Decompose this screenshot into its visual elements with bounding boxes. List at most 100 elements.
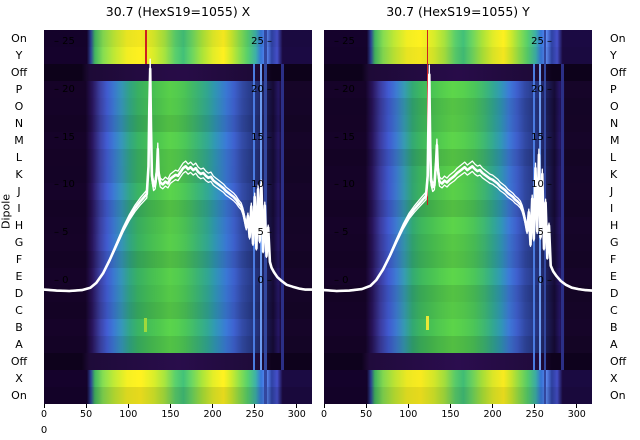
y-tick-label-right: 5 – [257, 227, 272, 239]
dipole-label-m: M [14, 134, 24, 147]
dipole-label-l: L [610, 151, 617, 164]
heatmap-row-e [324, 268, 592, 285]
dipole-label-on: On [11, 389, 27, 402]
dipole-label-i: I [610, 202, 614, 215]
x-tick-label: 150 [441, 409, 460, 420]
x-tick-label: 0 [40, 409, 48, 420]
heatmap-row-g [324, 234, 592, 251]
dipole-label-p: P [15, 83, 23, 96]
x-tick-label: 150 [161, 409, 180, 420]
heatmap-row-a [324, 336, 592, 353]
y-tick-label-right: 15 – [251, 131, 272, 143]
x-tick-mark [576, 404, 578, 408]
dipole-label-h: H [610, 219, 619, 232]
x-tick-label: 0 [320, 409, 328, 420]
signal-trace [324, 83, 592, 292]
heatmap-row-off [324, 353, 592, 370]
heatmap-row-l [44, 149, 312, 166]
heatmap-row-m [44, 132, 312, 149]
red-line [145, 30, 147, 64]
y-tick-label-right: 5 – [537, 227, 552, 239]
heatmap-row-g [44, 234, 312, 251]
heatmap-row-i [44, 200, 312, 217]
y-tick-label-left: – 5 [54, 227, 69, 239]
y-tick-label-right: 25 – [531, 36, 552, 47]
dipole-axis-left: On Y Off P O N M L K J I H G F E D C B A Off X On [2, 30, 36, 404]
heatmap-row-j [324, 183, 592, 200]
dipole-label-f: F [15, 253, 23, 266]
dipole-label-a: A [610, 338, 618, 351]
x-tick-mark [43, 404, 45, 408]
x-tick-label: 200 [483, 409, 502, 420]
dipole-label-c: C [15, 304, 23, 317]
x-tick-mark [296, 404, 298, 408]
dipole-label-c: C [610, 304, 618, 317]
blue-stripe [281, 64, 284, 370]
heatmap-row-i [324, 200, 592, 217]
y-tick-label-left: – 15 [54, 131, 75, 143]
heatmap-row-d [324, 285, 592, 302]
x-tick-label: 50 [80, 409, 93, 420]
green-blip [143, 318, 147, 332]
heatmap-row-c [324, 302, 592, 319]
x-tick-mark [534, 404, 536, 408]
x-tick-mark [407, 404, 409, 408]
heatmap-row-y [44, 47, 312, 64]
dipole-label-k: K [610, 168, 618, 181]
y-tick-label-right: 20 – [531, 83, 552, 95]
dipole-label-h: H [14, 219, 24, 232]
y-tick-label-right: 10 – [531, 179, 552, 191]
dipole-label-e: E [15, 270, 23, 283]
x-tick-label: 250 [245, 409, 264, 420]
heatmap-row-o [44, 98, 312, 115]
x-tick-mark [254, 404, 256, 408]
heatmap-row-a [44, 336, 312, 353]
heatmap-row-x [324, 370, 592, 387]
x-tick-mark [365, 404, 367, 408]
heatmap-row-on [44, 387, 312, 404]
heatmap-row-off [44, 64, 312, 81]
heatmap-row-e [44, 268, 312, 285]
dipole-label-o: O [610, 100, 619, 113]
heatmap-row-b [324, 319, 592, 336]
heatmap-row-x [44, 370, 312, 387]
heatmap-row-y [324, 47, 592, 64]
blue-stripe [561, 64, 564, 370]
signal-trace [324, 64, 592, 293]
heatmap-row-m [324, 132, 592, 149]
heatmap-row-off [44, 353, 312, 370]
x-tick-mark [212, 404, 214, 408]
dipole-label-p: P [610, 83, 617, 96]
heatmap-row-p [44, 81, 312, 98]
heatmap-row-on [324, 30, 592, 47]
dipole-label-n: N [14, 117, 24, 130]
dipole-label-off: Off [610, 66, 627, 79]
y-tick-label-left: – 0 [54, 275, 69, 286]
dipole-label-y: Y [610, 49, 617, 62]
dipole-label-x: X [15, 372, 23, 385]
dipole-label-k: K [15, 168, 23, 181]
x-tick-label: 100 [119, 409, 138, 420]
dipole-label-e: E [610, 270, 617, 283]
heatmap-row-off [324, 64, 592, 81]
heatmap-panel-x: – 25 25 – – 20 20 – – 15 15 – – 10 10 – – 5 5 – – … [41, 30, 312, 420]
heatmap-row-k [324, 166, 592, 183]
dipole-label-x: X [610, 372, 618, 385]
dipole-label-off: Off [10, 355, 28, 368]
heatmap-row-o [324, 98, 592, 115]
origin-tick-label: 0 [40, 425, 48, 436]
y-tick-label-left: – 5 [334, 227, 349, 239]
yellow-blip [426, 316, 430, 330]
x-tick-mark [323, 404, 325, 408]
panel-x-title: 30.7 (HexS19=1055) X [105, 4, 251, 19]
x-tick-label: 250 [525, 409, 544, 420]
y-tick-label-left: – 25 [54, 36, 75, 47]
dipole-label-b: B [610, 321, 618, 334]
heatmap-row-c [44, 302, 312, 319]
heatmap-row-j [44, 183, 312, 200]
x-tick-mark [492, 404, 494, 408]
y-tick-label-right: 0 – [257, 275, 272, 286]
y-tick-label-left: – 15 [334, 131, 355, 143]
y-tick-label-left: – 0 [334, 275, 349, 286]
